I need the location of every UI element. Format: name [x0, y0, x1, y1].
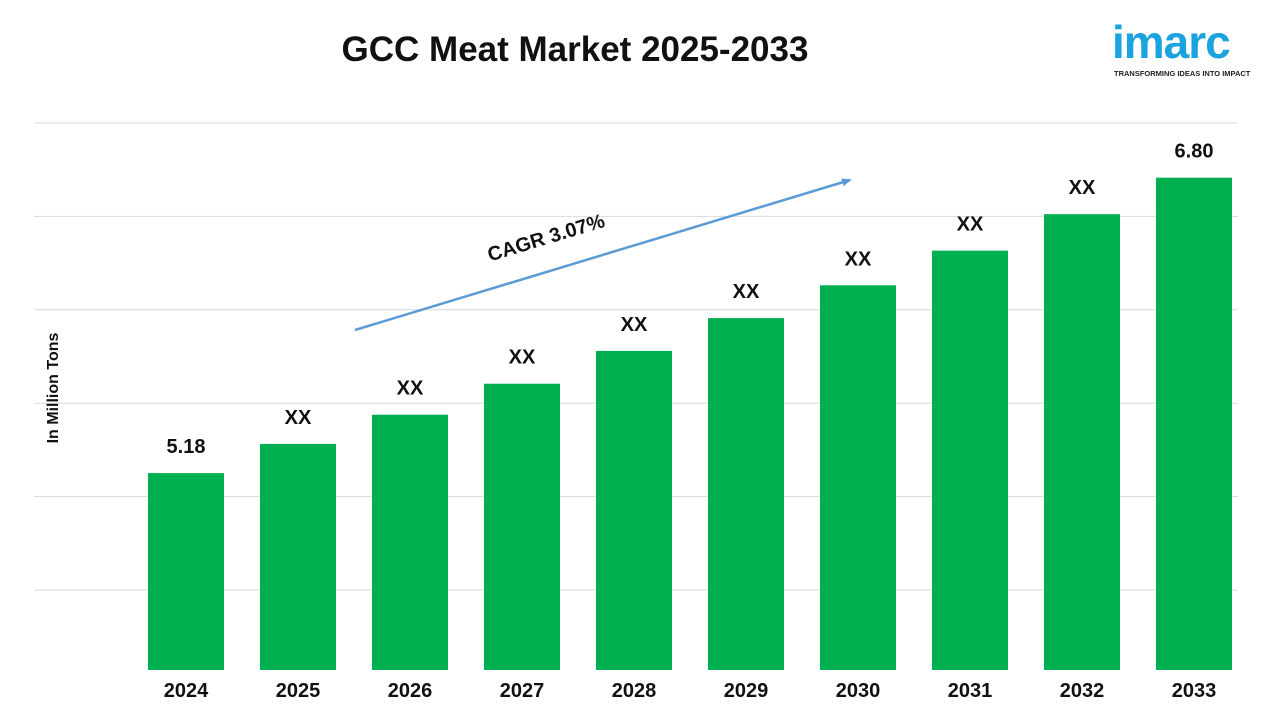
bar-2024 — [148, 473, 224, 670]
bar-2032 — [1044, 214, 1120, 670]
data-label-2030: XX — [845, 248, 872, 270]
x-tick-2024: 2024 — [164, 680, 209, 702]
data-label-2029: XX — [733, 281, 760, 303]
bar-2025 — [260, 443, 336, 670]
cagr-annotation: CAGR 3.07% — [354, 178, 852, 332]
data-label-2028: XX — [621, 314, 648, 336]
data-label-2032: XX — [1069, 177, 1096, 199]
data-label-2031: XX — [957, 214, 984, 236]
x-tick-2025: 2025 — [276, 680, 321, 702]
data-label-2026: XX — [397, 378, 424, 400]
data-label-2033: 6.80 — [1175, 141, 1214, 163]
x-tick-2026: 2026 — [388, 680, 433, 702]
x-tick-2031: 2031 — [948, 680, 993, 702]
bars — [148, 177, 1232, 670]
imarc-logo: imarc TRANSFORMING IDEAS INTO IMPACT — [1112, 14, 1262, 84]
x-tick-2033: 2033 — [1172, 680, 1217, 702]
data-label-2024: 5.18 — [167, 436, 206, 458]
bar-2026 — [372, 414, 448, 670]
bar-2029 — [708, 318, 784, 670]
bar-2030 — [820, 285, 896, 670]
bar-2033 — [1156, 177, 1232, 670]
logo-tagline: TRANSFORMING IDEAS INTO IMPACT — [1114, 69, 1251, 78]
x-tick-labels: 2024 2025 2026 2027 2028 2029 2030 2031 2032 2033 — [164, 680, 1217, 702]
x-tick-2028: 2028 — [612, 680, 657, 702]
x-tick-2032: 2032 — [1060, 680, 1105, 702]
bar-2028 — [596, 350, 672, 670]
bar-2031 — [932, 250, 1008, 670]
logo-wordmark: imarc — [1112, 16, 1231, 68]
chart-title: GCC Meat Market 2025-2033 — [341, 30, 809, 69]
data-label-2025: XX — [285, 407, 312, 429]
cagr-arrow — [354, 178, 852, 332]
data-label-2027: XX — [509, 347, 536, 369]
bar-2027 — [484, 383, 560, 670]
x-tick-2030: 2030 — [836, 680, 881, 702]
x-tick-2027: 2027 — [500, 680, 545, 702]
data-labels: 5.18 XX XX XX XX XX XX XX XX 6.80 — [167, 141, 1214, 458]
x-tick-2029: 2029 — [724, 680, 769, 702]
